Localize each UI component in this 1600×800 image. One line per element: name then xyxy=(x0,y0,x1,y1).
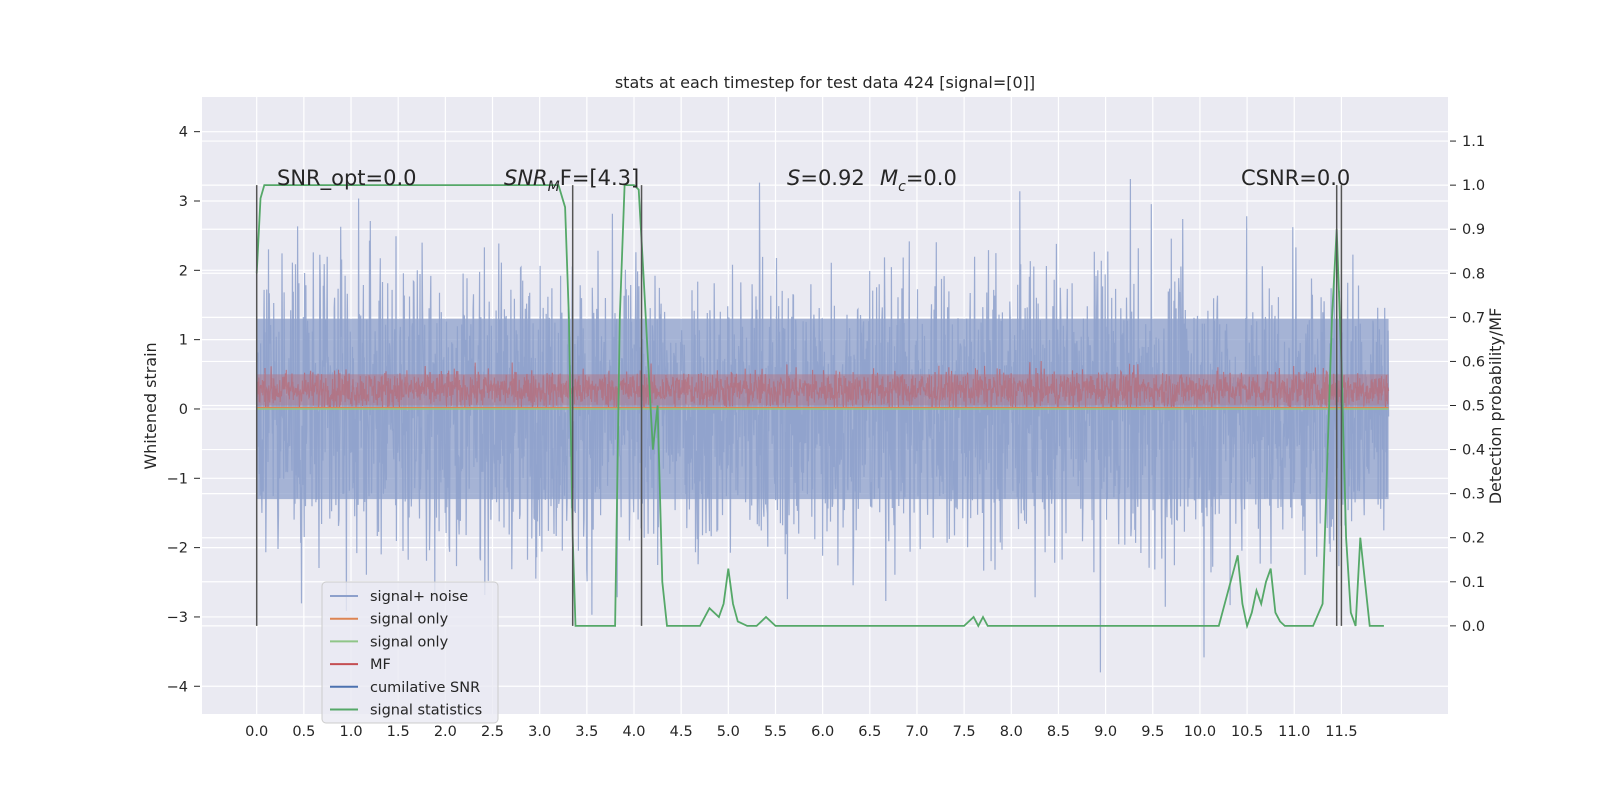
y-tick-label: 0 xyxy=(179,402,188,418)
legend-box xyxy=(321,581,499,724)
y-right-tick-label: 0.0 xyxy=(1462,619,1485,635)
chart-title: stats at each timestep for test data 424… xyxy=(615,73,1035,92)
vertical-markers xyxy=(255,185,1343,626)
data-layer xyxy=(255,178,1390,673)
x-tick-label: 3.0 xyxy=(528,724,551,740)
annotation-snr-opt: SNR_opt=0.0 xyxy=(277,166,417,191)
y-tick-label: −2 xyxy=(167,541,188,557)
series-mf-band xyxy=(256,374,1389,406)
x-tick-label: 8.0 xyxy=(1000,724,1023,740)
y-right-tick-label: 0.5 xyxy=(1462,399,1485,415)
x-tick-label: 2.0 xyxy=(434,724,457,740)
annotations: SNR_opt=0.0 SNRMF=[4.3] S=0.92 Mc=0.0 CS… xyxy=(277,166,1350,195)
y-tick-label: 4 xyxy=(179,125,188,141)
right-axis: 0.0 0.1 0.2 0.3 0.4 0.5 0.6 0.7 0.8 0.9 1.0 1.1 xyxy=(1450,134,1485,635)
x-tick-label: 1.5 xyxy=(387,724,410,740)
annotation-mc: Mc=0.0 xyxy=(880,166,957,195)
y-right-tick-label: 0.3 xyxy=(1462,487,1485,503)
x-tick-label: 9.0 xyxy=(1094,724,1117,740)
x-tick-label: 10.0 xyxy=(1184,724,1216,740)
x-tick-label: 0.5 xyxy=(292,724,315,740)
y-right-tick-label: 1.0 xyxy=(1462,178,1485,194)
series-signal-statistics xyxy=(255,184,1384,630)
x-tick-label: 1.0 xyxy=(339,724,362,740)
x-tick-label: 3.5 xyxy=(575,724,598,740)
y-tick-label: −4 xyxy=(167,679,188,695)
legend-label: cumilative SNR xyxy=(370,680,480,696)
x-tick-label: 5.0 xyxy=(717,724,740,740)
x-tick-label: 5.5 xyxy=(764,724,787,740)
y-tick-label: −1 xyxy=(167,471,188,487)
y-right-tick-label: 0.7 xyxy=(1462,310,1485,326)
legend-label: signal+ noise xyxy=(370,589,468,605)
y-axis-label-right: Detection probability/MF xyxy=(1486,308,1505,505)
legend-label: signal statistics xyxy=(370,703,482,719)
left-axis: −4 −3 −2 −1 0 1 2 3 4 xyxy=(167,125,200,695)
x-tick-label: 10.5 xyxy=(1231,724,1263,740)
y-tick-label: 2 xyxy=(179,263,188,279)
x-tick-label: 6.5 xyxy=(858,724,881,740)
legend: signal+ noise signal only signal only MF cum… xyxy=(321,581,499,724)
x-tick-label: 11.5 xyxy=(1325,724,1357,740)
x-axis: 0.0 0.5 1.0 1.5 2.0 2.5 3.0 3.5 4.0 4.5 5.0 5.5 6.0 6… xyxy=(245,724,1357,740)
y-axis-label: Whitened strain xyxy=(141,342,160,469)
x-tick-label: 4.5 xyxy=(670,724,693,740)
y-right-tick-label: 0.8 xyxy=(1462,266,1485,282)
x-tick-label: 2.5 xyxy=(481,724,504,740)
annotation-snr-mf: SNRMF=[4.3] xyxy=(504,166,639,195)
x-tick-label: 8.5 xyxy=(1047,724,1070,740)
y-right-tick-label: 0.1 xyxy=(1462,575,1485,591)
x-tick-label: 6.0 xyxy=(811,724,834,740)
y-tick-label: −3 xyxy=(167,610,188,626)
annotation-csnr: CSNR=0.0 xyxy=(1241,166,1350,190)
x-tick-label: 4.0 xyxy=(622,724,645,740)
y-right-tick-label: 0.6 xyxy=(1462,354,1485,370)
x-tick-label: 7.0 xyxy=(905,724,928,740)
legend-label: signal only xyxy=(370,612,449,628)
y-tick-label: 3 xyxy=(179,194,188,210)
x-tick-label: 0.0 xyxy=(245,724,268,740)
legend-label: signal only xyxy=(370,634,449,650)
x-tick-label: 9.5 xyxy=(1141,724,1164,740)
legend-label: MF xyxy=(370,657,391,673)
annotation-s: S=0.92 xyxy=(787,166,865,190)
x-tick-label: 11.0 xyxy=(1278,724,1310,740)
y-right-tick-label: 0.4 xyxy=(1462,443,1485,459)
y-tick-label: 1 xyxy=(179,333,188,349)
y-right-tick-label: 0.9 xyxy=(1462,222,1485,238)
y-right-tick-label: 0.2 xyxy=(1462,531,1485,547)
x-tick-label: 7.5 xyxy=(953,724,976,740)
y-right-tick-label: 1.1 xyxy=(1462,134,1485,150)
